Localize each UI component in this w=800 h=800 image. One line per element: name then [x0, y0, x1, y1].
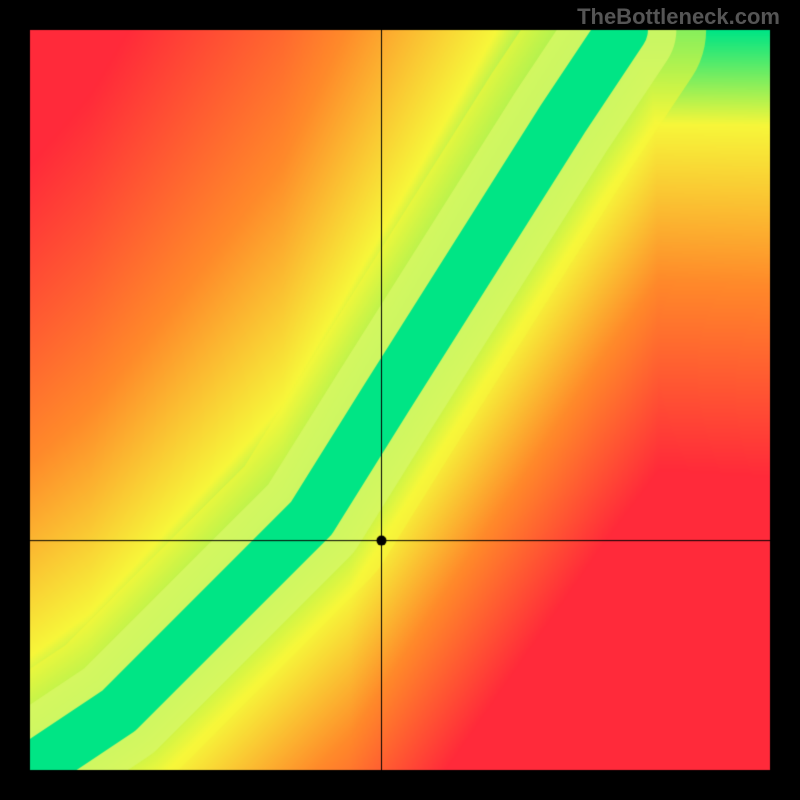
bottleneck-heatmap	[0, 0, 800, 800]
chart-container: TheBottleneck.com	[0, 0, 800, 800]
watermark-text: TheBottleneck.com	[577, 4, 780, 30]
